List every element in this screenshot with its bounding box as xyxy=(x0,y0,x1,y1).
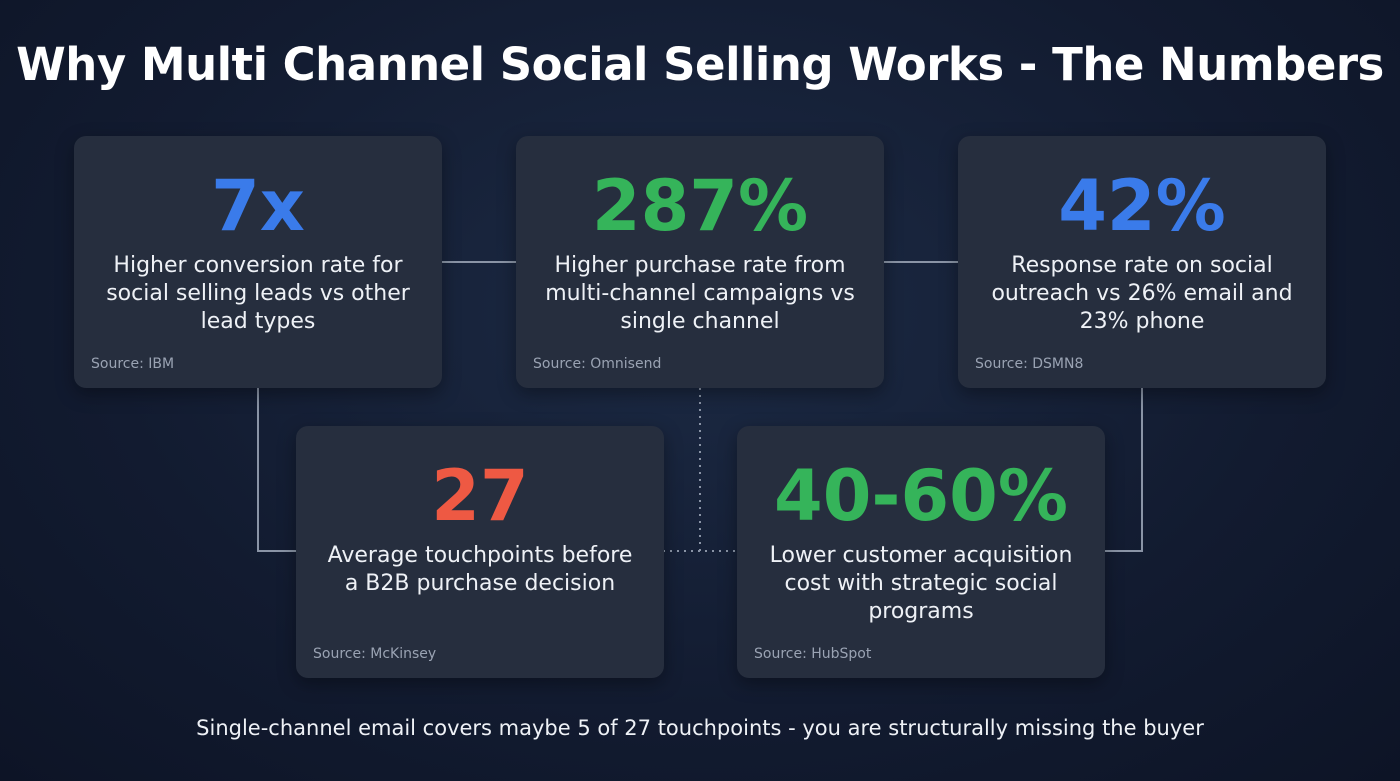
description: Average touchpoints before a B2B purchas… xyxy=(327,543,633,596)
footer-note: Single-channel email covers maybe 5 of 2… xyxy=(196,716,1204,740)
stat-card: 40-60% Lower customer acquisition cost w… xyxy=(737,426,1105,678)
description: Higher conversion rate for social sellin… xyxy=(106,253,410,334)
stat-card: 287% Higher purchase rate from multi-cha… xyxy=(516,136,884,388)
stat: 40-60% xyxy=(773,455,1068,537)
stat: 42% xyxy=(1058,165,1226,247)
connector xyxy=(1104,388,1143,552)
stat-card: 42% Response rate on social outreach vs … xyxy=(958,136,1326,388)
stat-card: 7x Higher conversion rate for social sel… xyxy=(74,136,442,388)
stat: 287% xyxy=(591,165,809,247)
description: Higher purchase rate from multi-channel … xyxy=(545,253,855,334)
source: Source: IBM xyxy=(91,356,175,372)
title: Why Multi Channel Social Selling Works -… xyxy=(16,38,1384,91)
source: Source: Omnisend xyxy=(533,356,662,372)
stat: 27 xyxy=(431,455,529,537)
stat: 7x xyxy=(211,165,305,247)
description: Lower customer acquisition cost with str… xyxy=(769,543,1073,624)
connector xyxy=(257,388,296,552)
stat-card: 27 Average touchpoints before a B2B purc… xyxy=(296,426,664,678)
source: Source: McKinsey xyxy=(313,646,437,662)
description: Response rate on social outreach vs 26% … xyxy=(991,253,1293,334)
source: Source: DSMN8 xyxy=(975,356,1084,372)
connector-lines xyxy=(257,261,1143,552)
source: Source: HubSpot xyxy=(754,646,872,662)
